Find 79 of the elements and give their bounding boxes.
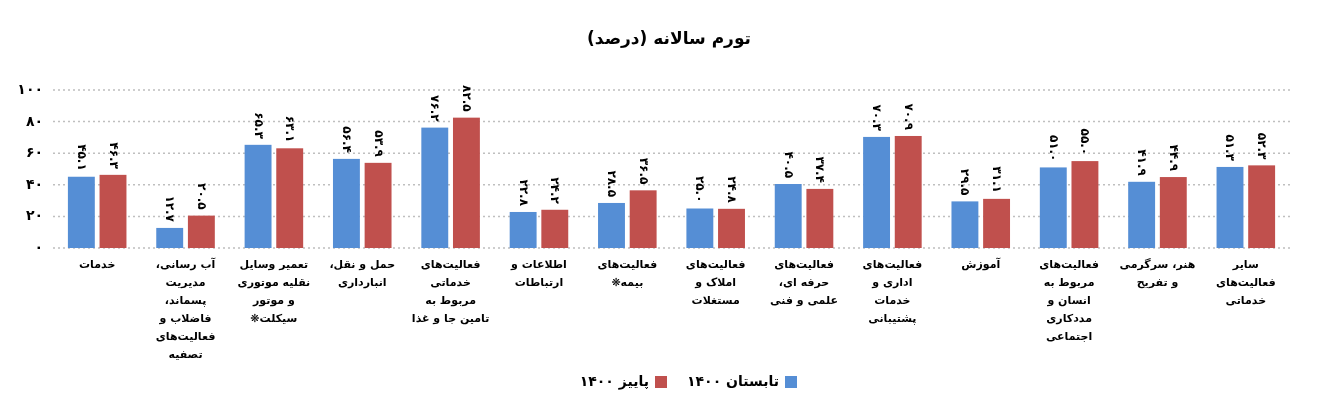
data-label: ۴۰.۵ [781, 151, 796, 179]
bar [1071, 161, 1099, 248]
bar [244, 144, 272, 248]
data-label: ۳۷.۴ [813, 156, 828, 183]
x-tick-label: حمل و نقل، انبارداری [329, 258, 396, 289]
bar [718, 208, 745, 248]
x-tick-label: آب رسانی، مدیریت پسماند، فاضلاب و فعالیت‌های تصفیه [155, 257, 216, 361]
data-label: ۸۲.۵ [459, 85, 474, 112]
data-label: ۲۴.۸ [725, 176, 739, 204]
x-tick-label: اطلاعات و ارتباطات [510, 258, 567, 289]
data-label: ۴۴.۹ [1166, 144, 1181, 172]
bar [99, 174, 127, 248]
data-label: ۷۶.۲ [428, 95, 443, 123]
bar [332, 158, 360, 248]
bar [187, 215, 215, 248]
bar [774, 184, 802, 248]
data-label: ۴۶.۳ [106, 142, 121, 170]
x-tick-label: خدمات [79, 258, 116, 271]
x-tick-label: سایر فعالیت‌های خدماتی [1215, 258, 1276, 307]
bar [1128, 181, 1156, 248]
data-label: ۲۹.۵ [958, 168, 973, 196]
data-label: ۵۳.۹ [371, 130, 386, 158]
bar [598, 202, 625, 248]
data-label: ۷۰.۳ [870, 104, 885, 132]
x-tick-label: آموزش [961, 257, 1001, 271]
x-tick-label: فعالیت‌های مربوط به انسان و مددکاری اجتماعی [1039, 258, 1099, 343]
x-tick-label: فعالیت‌های املاک و مستغلات [685, 258, 746, 307]
bar [951, 201, 979, 248]
bar [541, 209, 569, 248]
y-tick-label: ۸۰ [25, 112, 43, 129]
data-label: ۲۲.۸ [516, 179, 531, 207]
bar [276, 148, 304, 248]
bar [1159, 177, 1187, 248]
bar [1039, 167, 1067, 248]
chart-title: تورم سالانه (درصد) [587, 28, 751, 49]
data-label: ۵۵.۰ [1078, 128, 1093, 156]
bar [863, 136, 891, 248]
data-label: ۴۱.۹ [1135, 149, 1150, 177]
data-label: ۶۳.۱ [283, 115, 298, 143]
data-label: ۲۸.۵ [605, 170, 619, 197]
x-tick-label: تعمیر وسایل نقلیه موتوری و موتور سیکلت❋ [237, 258, 311, 325]
y-tick-label: ۴۰ [25, 175, 43, 192]
bar [1216, 166, 1244, 248]
bar [894, 135, 922, 248]
y-tick-label: ۱۰۰ [17, 81, 43, 97]
bar [452, 117, 480, 248]
data-label: ۵۱.۰ [1046, 134, 1061, 162]
bar [509, 211, 537, 248]
data-label: ۲۵.۰ [693, 175, 708, 203]
data-label: ۵۲.۳ [1255, 132, 1270, 161]
x-tick-label: فعالیت‌های اداری و خدمات پشتیبانی [862, 258, 923, 325]
bar [1248, 165, 1276, 248]
bar [156, 227, 184, 248]
data-label: ۴۵.۱ [74, 144, 89, 171]
data-label: ۱۲.۷ [163, 195, 178, 223]
data-label: ۵۶.۴ [339, 126, 354, 153]
x-tick-label: فعالیت‌های حرفه ای، علمی و فنی [770, 258, 838, 307]
legend-label: تابستان ۱۴۰۰ [687, 373, 779, 389]
bar [421, 127, 449, 248]
data-label: ۳۱.۱ [990, 166, 1005, 193]
legend-label: پاییز ۱۴۰۰ [579, 373, 649, 390]
data-label: ۳۶.۵ [636, 157, 651, 185]
bar [983, 198, 1011, 248]
bar [806, 188, 834, 248]
y-tick-label: ۲۰ [25, 207, 43, 224]
x-tick-label: هنر، سرگرمی و تفریح [1119, 258, 1196, 289]
bar [686, 208, 714, 248]
data-label: ۲۰.۵ [194, 183, 209, 210]
y-tick-label: ۶۰ [25, 144, 43, 161]
bar [364, 162, 392, 248]
data-label: ۵۱.۳ [1223, 134, 1238, 162]
bar [67, 176, 95, 248]
data-label: ۶۵.۳ [251, 112, 266, 140]
bar [629, 190, 657, 248]
data-label: ۲۴.۲ [548, 177, 563, 205]
y-tick-label: ۰ [34, 239, 43, 255]
x-tick-label: فعالیت‌های خدماتی مربوط به تامین جا و غذا [411, 258, 490, 325]
x-tick-label: فعالیت‌های بیمه❋ [597, 258, 658, 289]
data-label: ۷۰.۹ [901, 103, 916, 131]
